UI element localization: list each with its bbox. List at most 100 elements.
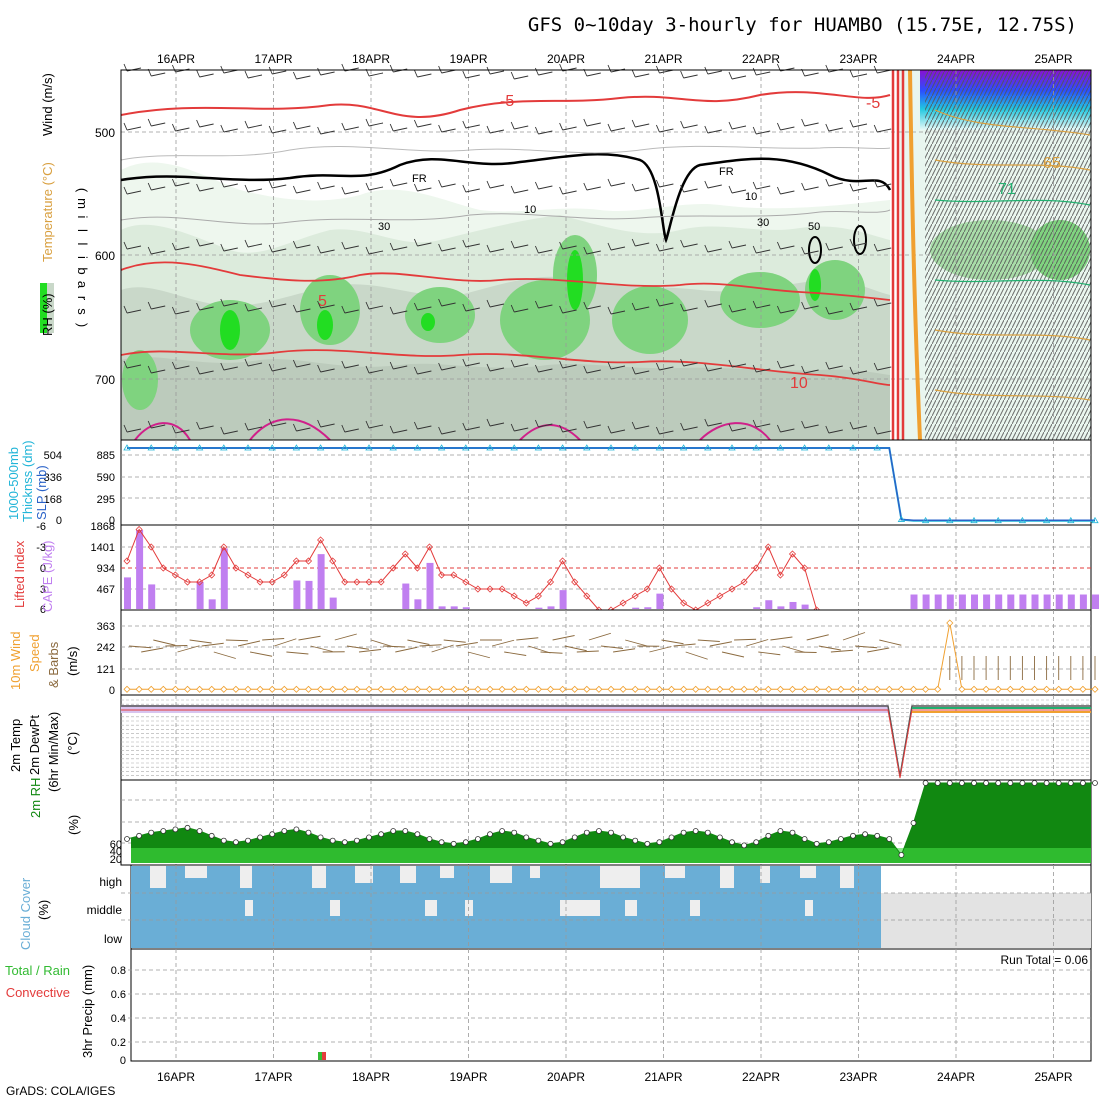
cloud-gap <box>330 900 340 916</box>
thickness-label: 1000-500mb <box>6 447 21 520</box>
wind-barb <box>292 304 311 313</box>
wind-barb <box>655 179 674 188</box>
wind-barb <box>292 423 311 432</box>
thickness-point <box>341 444 349 451</box>
wind-barb <box>196 302 214 311</box>
li-tick: -6 <box>36 521 46 533</box>
cape-bar <box>765 600 773 609</box>
lifted-index-line <box>126 528 818 611</box>
temp-label: (6hr Min/Max) <box>46 712 61 792</box>
rh-point <box>729 839 735 846</box>
wind-speed-point <box>680 685 688 693</box>
wind-barb <box>413 238 432 247</box>
precip-tick: 0.8 <box>111 965 126 977</box>
wind-speed-point <box>438 685 446 693</box>
cloud-gap <box>245 900 253 916</box>
cape-bar <box>1055 594 1063 609</box>
rh-point <box>281 828 288 834</box>
wind-barb <box>389 242 408 251</box>
date-label: 16APR <box>157 1070 195 1084</box>
wind-barb <box>825 242 843 251</box>
wind-barb <box>341 360 359 369</box>
li-point <box>438 571 446 579</box>
li-label: Lifted Index <box>12 540 27 608</box>
cloud-gap <box>240 866 252 888</box>
wind-barb <box>196 366 214 375</box>
surface-wind-barb <box>274 638 297 647</box>
contour-label: 10 <box>790 375 808 392</box>
wind-barb <box>486 418 505 427</box>
rh-point <box>220 837 227 844</box>
rh-point <box>341 839 348 846</box>
wind-barb <box>728 423 747 432</box>
cloud-gap <box>490 866 512 883</box>
thickness-point <box>195 444 204 451</box>
wind-speed-point <box>776 685 784 693</box>
surface-wind-barb <box>625 639 648 647</box>
wind-barb <box>389 425 408 434</box>
rh-point <box>886 836 893 842</box>
wind-barb <box>171 361 190 370</box>
wind-barb <box>728 121 747 130</box>
cape-li-panel: -6 -3 0 3 6 1868 1401 934 467 Lifted Ind… <box>12 521 1099 616</box>
rh-point <box>184 824 191 831</box>
rh2m-panel: 60 40 20 2m RH (%) <box>28 778 1098 866</box>
wind-speed-point <box>256 685 264 693</box>
wind-barb <box>631 302 650 311</box>
thickness-point <box>486 444 494 451</box>
rh-point <box>825 839 832 846</box>
wind-label: & Barbs <box>46 641 61 688</box>
wind-label: (m/s) <box>65 646 80 676</box>
rh-legend-label: RH (%) <box>40 293 55 336</box>
date-label: 18APR <box>352 1070 390 1084</box>
contour-label: 50 <box>808 221 820 233</box>
rh-point <box>692 828 699 834</box>
surface-wind-barb <box>794 651 817 653</box>
surface-wind-barb <box>237 640 261 647</box>
wind-speed-point <box>196 685 204 693</box>
precip-tick: 0.2 <box>111 1037 126 1049</box>
upper-air-panel: -5 -5 FR FR 10 10 30 30 50 5 10 65 71 50… <box>40 63 1092 441</box>
pressure-label-char: b <box>75 267 90 274</box>
date-label: 21APR <box>644 52 682 66</box>
cape-bar <box>305 580 313 609</box>
wind-barb <box>631 238 650 247</box>
thickness-point <box>1091 516 1099 524</box>
cloud-row-label: high <box>99 875 122 889</box>
wind-barb <box>801 118 819 127</box>
thickness-point <box>825 444 833 451</box>
li-point <box>244 571 252 579</box>
wind-speed-point <box>667 685 676 693</box>
temp2m-panel: 2m Temp 2m DewPt (6hr Min/Max) (°C) <box>8 694 1092 792</box>
cape-bar <box>414 599 422 609</box>
wind-tick: 363 <box>97 621 115 633</box>
wind-speed-point <box>1079 685 1087 693</box>
wind-barb <box>680 303 698 312</box>
surface-wind-barb <box>213 651 236 659</box>
thickness-point <box>1067 516 1075 524</box>
wind-barb <box>534 300 553 309</box>
rh-point <box>765 832 772 839</box>
wind-barb <box>680 184 698 193</box>
li-point <box>559 557 567 565</box>
rh-point <box>656 839 663 846</box>
cape-bar <box>1043 594 1051 609</box>
wind-speed-point <box>885 685 893 693</box>
pressure-tick: 500 <box>95 126 115 140</box>
date-label: 20APR <box>547 1070 585 1084</box>
li-point <box>728 585 736 593</box>
cloud-gap <box>440 866 454 878</box>
wind-barb <box>776 360 795 369</box>
surface-wind-barbs <box>129 632 1096 680</box>
rh-point <box>959 780 965 786</box>
wind-speed-point <box>559 685 567 693</box>
wind-speed-point <box>861 685 869 693</box>
wind-barb <box>196 119 214 128</box>
wind-barb <box>244 120 263 129</box>
rh-point <box>922 780 929 786</box>
thickness-point <box>583 444 591 451</box>
surface-wind-barb <box>504 651 527 656</box>
wind-barb <box>559 424 577 433</box>
wind-speed-point <box>474 685 482 693</box>
rh-point <box>523 834 530 841</box>
